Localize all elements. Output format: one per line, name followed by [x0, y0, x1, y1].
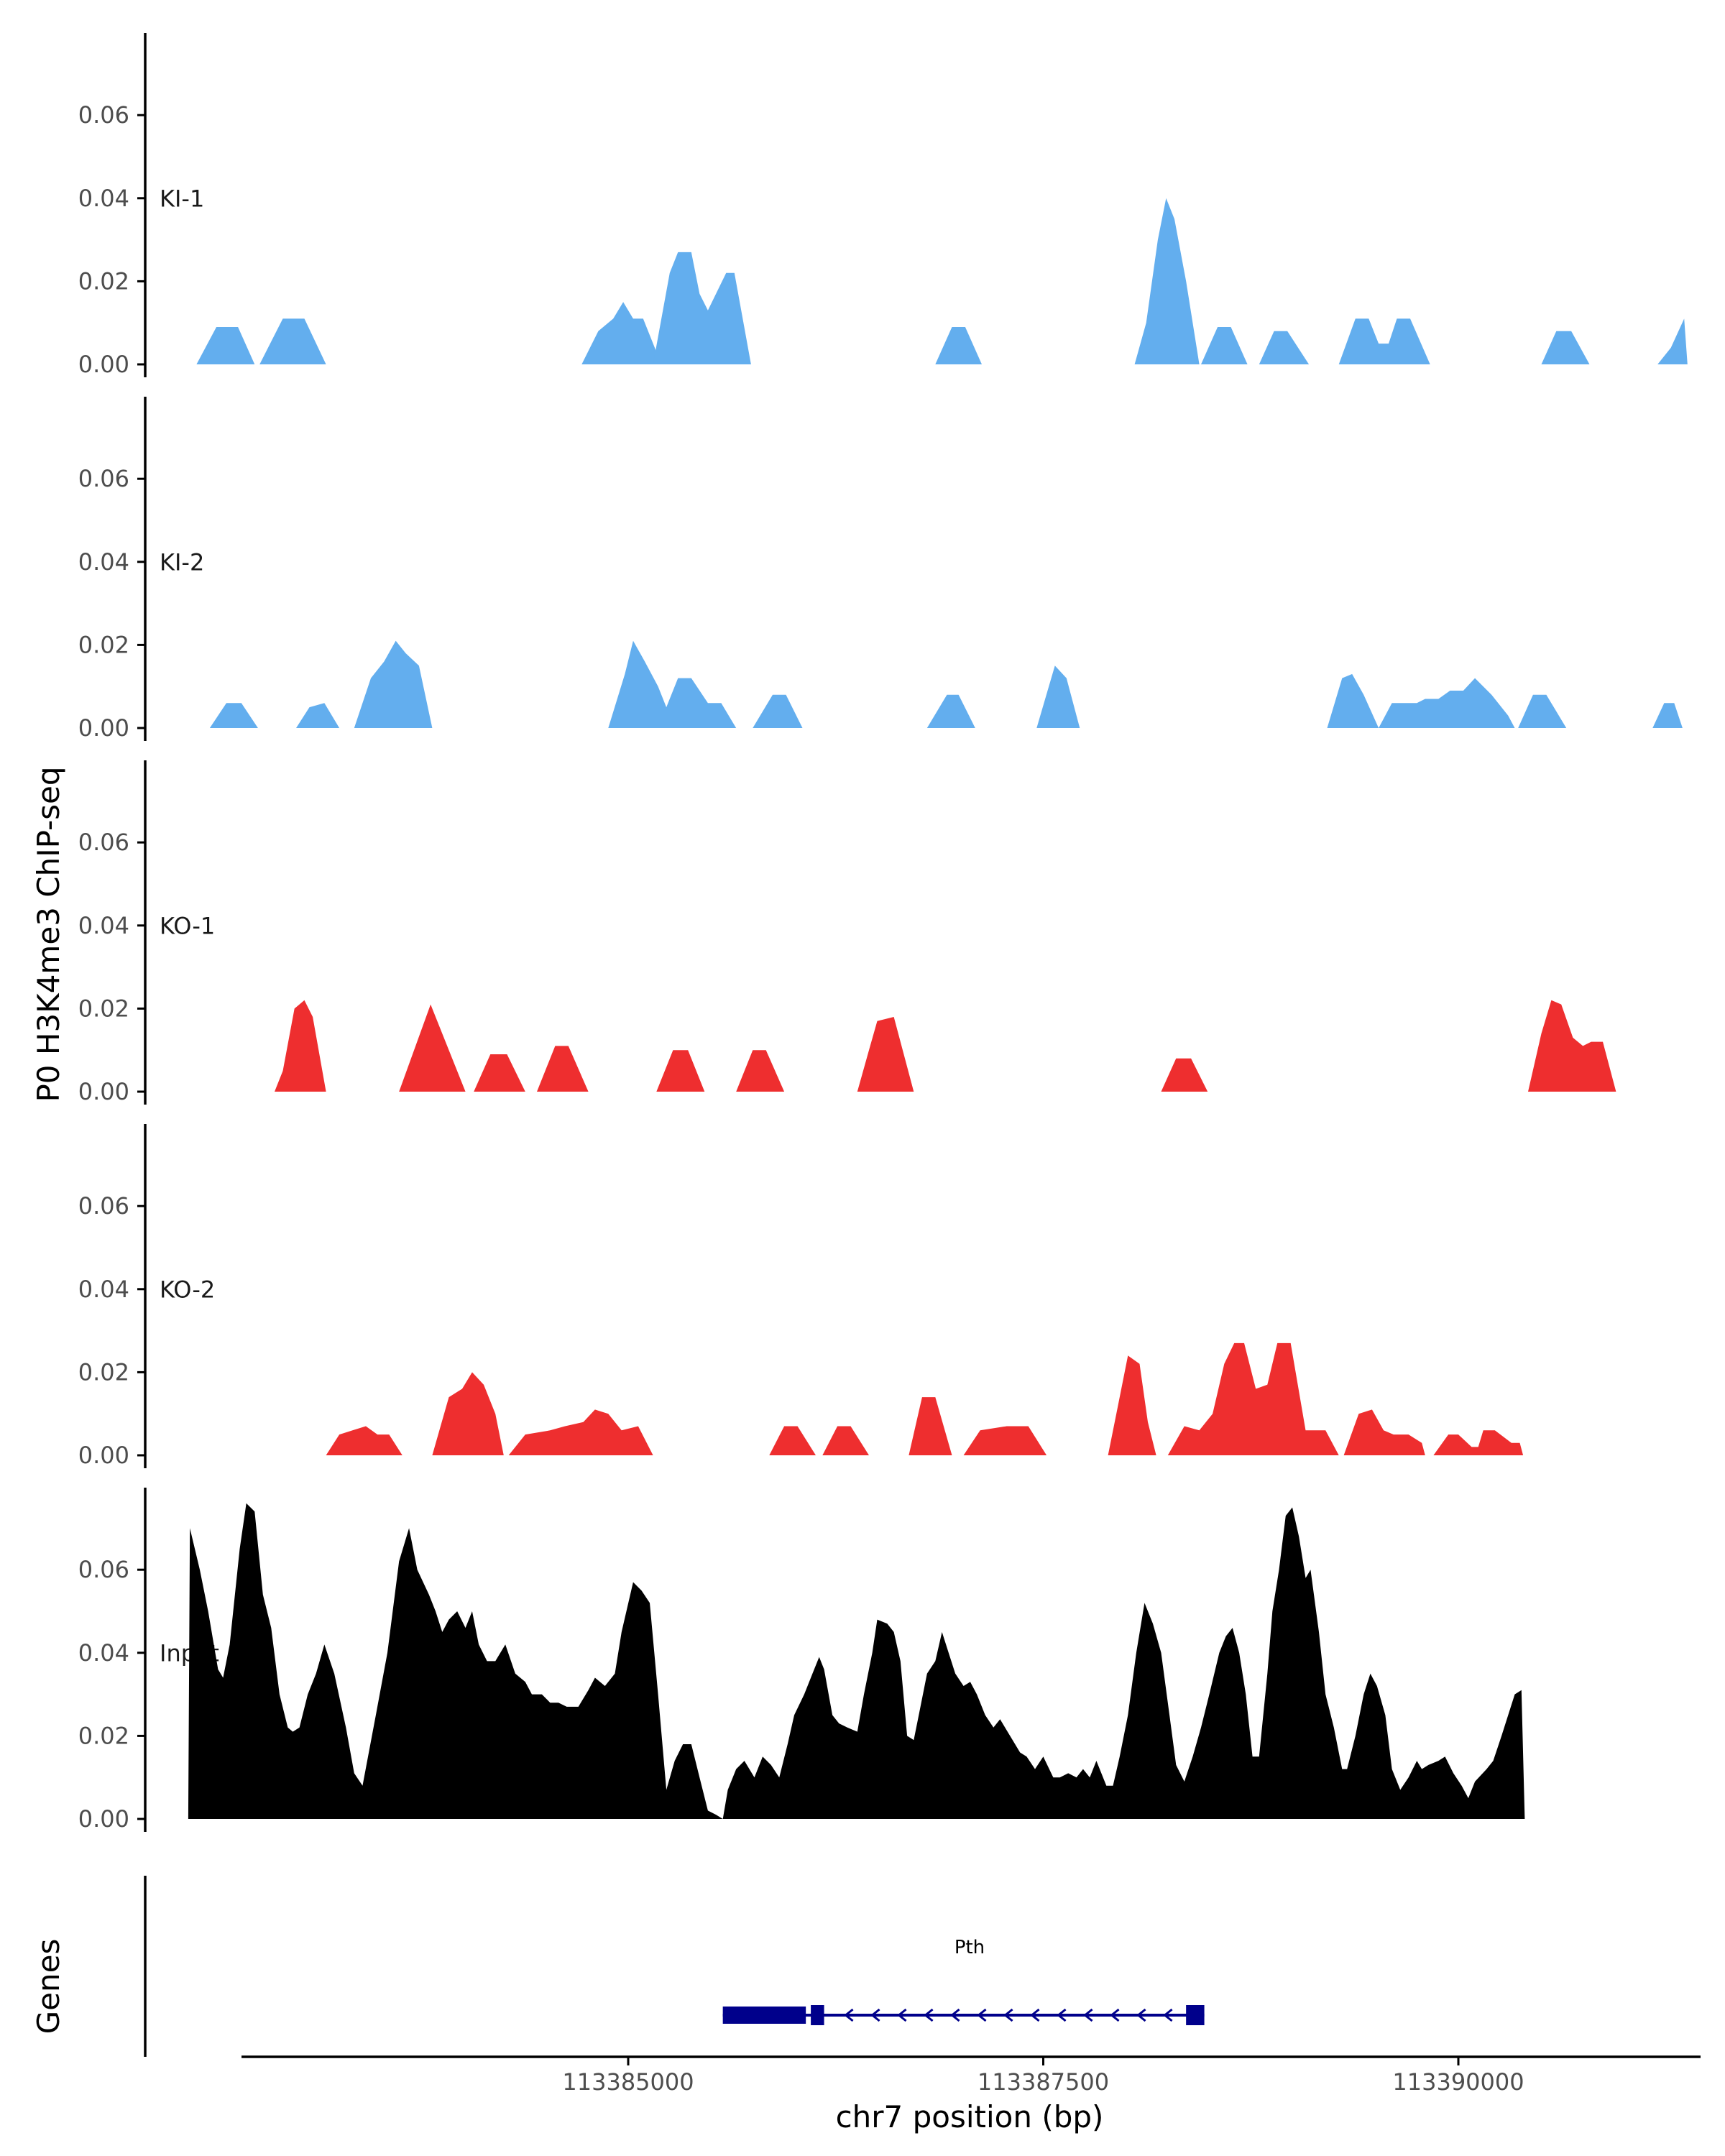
strand-arrow [1110, 2008, 1120, 2022]
signal-peak [354, 640, 433, 728]
y-tick-label: 0.00 [78, 351, 129, 378]
signal-peak [1327, 673, 1379, 728]
x-tick-label: 113390000 [1392, 2068, 1524, 2096]
signal-peak [1528, 1000, 1616, 1092]
strand-arrow [870, 2008, 880, 2022]
gene-track: Pth [144, 1876, 1205, 2057]
track-label: KI-2 [160, 548, 204, 576]
signal-peak [857, 1017, 914, 1092]
y-tick-label: 0.02 [78, 631, 129, 658]
signal-peak [1036, 665, 1080, 728]
signal-peak [608, 640, 737, 728]
signal-peak [935, 327, 982, 364]
signal-peak [296, 703, 340, 728]
y-tick-label: 0.04 [78, 912, 129, 939]
track-input: 0.000.020.040.06Input [78, 1488, 1525, 1833]
gene-name-label: Pth [954, 1937, 985, 1958]
strand-arrow [1003, 2008, 1013, 2022]
gene-track-title: Genes [31, 1939, 66, 2035]
y-tick-label: 0.06 [78, 1556, 129, 1583]
signal-peak [753, 694, 803, 728]
signal-peak [1518, 694, 1567, 728]
y-tick-label: 0.04 [78, 185, 129, 212]
signal-peak [537, 1046, 589, 1092]
y-tick-label: 0.02 [78, 267, 129, 295]
signal-peak [926, 694, 975, 728]
track-label: KI-1 [160, 185, 204, 212]
signal-peak [508, 1409, 653, 1455]
signal-peak [1343, 1409, 1425, 1455]
signal-peak [1338, 318, 1430, 364]
strand-arrow [1057, 2008, 1067, 2022]
track-ko-1: 0.00 0.02 0.04 0.06 KO-1 [78, 760, 1616, 1105]
strand-arrow [897, 2008, 907, 2022]
signal-peak [474, 1054, 525, 1092]
signal-peak [1201, 327, 1248, 364]
gene-exon [811, 2005, 824, 2025]
y-tick-label: 0.00 [78, 1442, 129, 1469]
y-tick-label: 0.00 [78, 1805, 129, 1833]
y-axis-title: P0 H3K4me3 ChIP-seq [31, 766, 66, 1102]
track-ki-1: 0.00 0.02 0.04 0.06 KI-1 [78, 33, 1688, 378]
signal-peak [399, 1004, 466, 1092]
signal-peak [1541, 331, 1590, 364]
signal-peak [196, 327, 255, 364]
strand-arrow [844, 2008, 854, 2022]
signal-peak [1433, 1430, 1524, 1455]
track-ki-2: 0.00 0.02 0.04 0.06 KI-2 [78, 397, 1683, 742]
signal-peak [1167, 1342, 1339, 1455]
signal-peak [275, 1000, 326, 1092]
signal-peak [188, 1503, 1525, 1819]
track-label: KO-1 [160, 912, 215, 939]
y-tick-label: 0.02 [78, 1358, 129, 1386]
x-axis: 113385000 113387500 113390000 [242, 2055, 1701, 2096]
track-ko-2: 0.00 0.02 0.04 0.06 KO-2 [78, 1124, 1524, 1469]
y-tick-label: 0.00 [78, 714, 129, 742]
signal-peak [1652, 703, 1683, 728]
signal-peak [822, 1426, 869, 1455]
signal-peak [736, 1050, 785, 1092]
gene-exon [722, 2007, 806, 2024]
signal-peak [1134, 198, 1200, 364]
signal-peak [653, 252, 751, 364]
y-tick-label: 0.06 [78, 829, 129, 856]
signal-peak [1161, 1058, 1208, 1092]
signal-peak [432, 1372, 504, 1455]
signal-peak [1379, 678, 1515, 728]
strand-arrow [1083, 2008, 1093, 2022]
signal-peak [326, 1426, 402, 1455]
signal-peak [1108, 1355, 1156, 1455]
strand-arrow [977, 2008, 987, 2022]
y-tick-label: 0.06 [78, 1192, 129, 1220]
x-axis-title: chr7 position (bp) [836, 2099, 1104, 2134]
signal-peak [209, 703, 258, 728]
y-tick-label: 0.06 [78, 101, 129, 129]
y-tick-label: 0.02 [78, 1722, 129, 1749]
strand-arrow [1163, 2008, 1173, 2022]
y-tick-label: 0.02 [78, 995, 129, 1022]
signal-peak [656, 1050, 705, 1092]
y-tick-label: 0.00 [78, 1078, 129, 1105]
signal-peak [963, 1426, 1047, 1455]
signal-peak [259, 318, 326, 364]
x-tick-label: 113385000 [562, 2068, 694, 2096]
y-tick-label: 0.06 [78, 465, 129, 492]
strand-arrow [924, 2008, 934, 2022]
signal-peak [1657, 318, 1688, 364]
signal-peak [1259, 331, 1310, 364]
strand-arrow [1136, 2008, 1146, 2022]
x-tick-label: 113387500 [978, 2068, 1109, 2096]
signal-tracks: 0.00 0.02 0.04 0.06 KI-1 0.00 0.02 0.04 0.06 KI-2… [78, 33, 1688, 1833]
y-tick-label: 0.04 [78, 1639, 129, 1667]
signal-peak [581, 302, 662, 364]
gene-exon [1186, 2005, 1205, 2025]
strand-arrow [950, 2008, 960, 2022]
track-label: KO-2 [160, 1276, 215, 1303]
y-tick-label: 0.04 [78, 1276, 129, 1303]
signal-peak [908, 1397, 952, 1455]
signal-peak [769, 1426, 816, 1455]
strand-arrow [1030, 2008, 1040, 2022]
y-tick-label: 0.04 [78, 548, 129, 576]
